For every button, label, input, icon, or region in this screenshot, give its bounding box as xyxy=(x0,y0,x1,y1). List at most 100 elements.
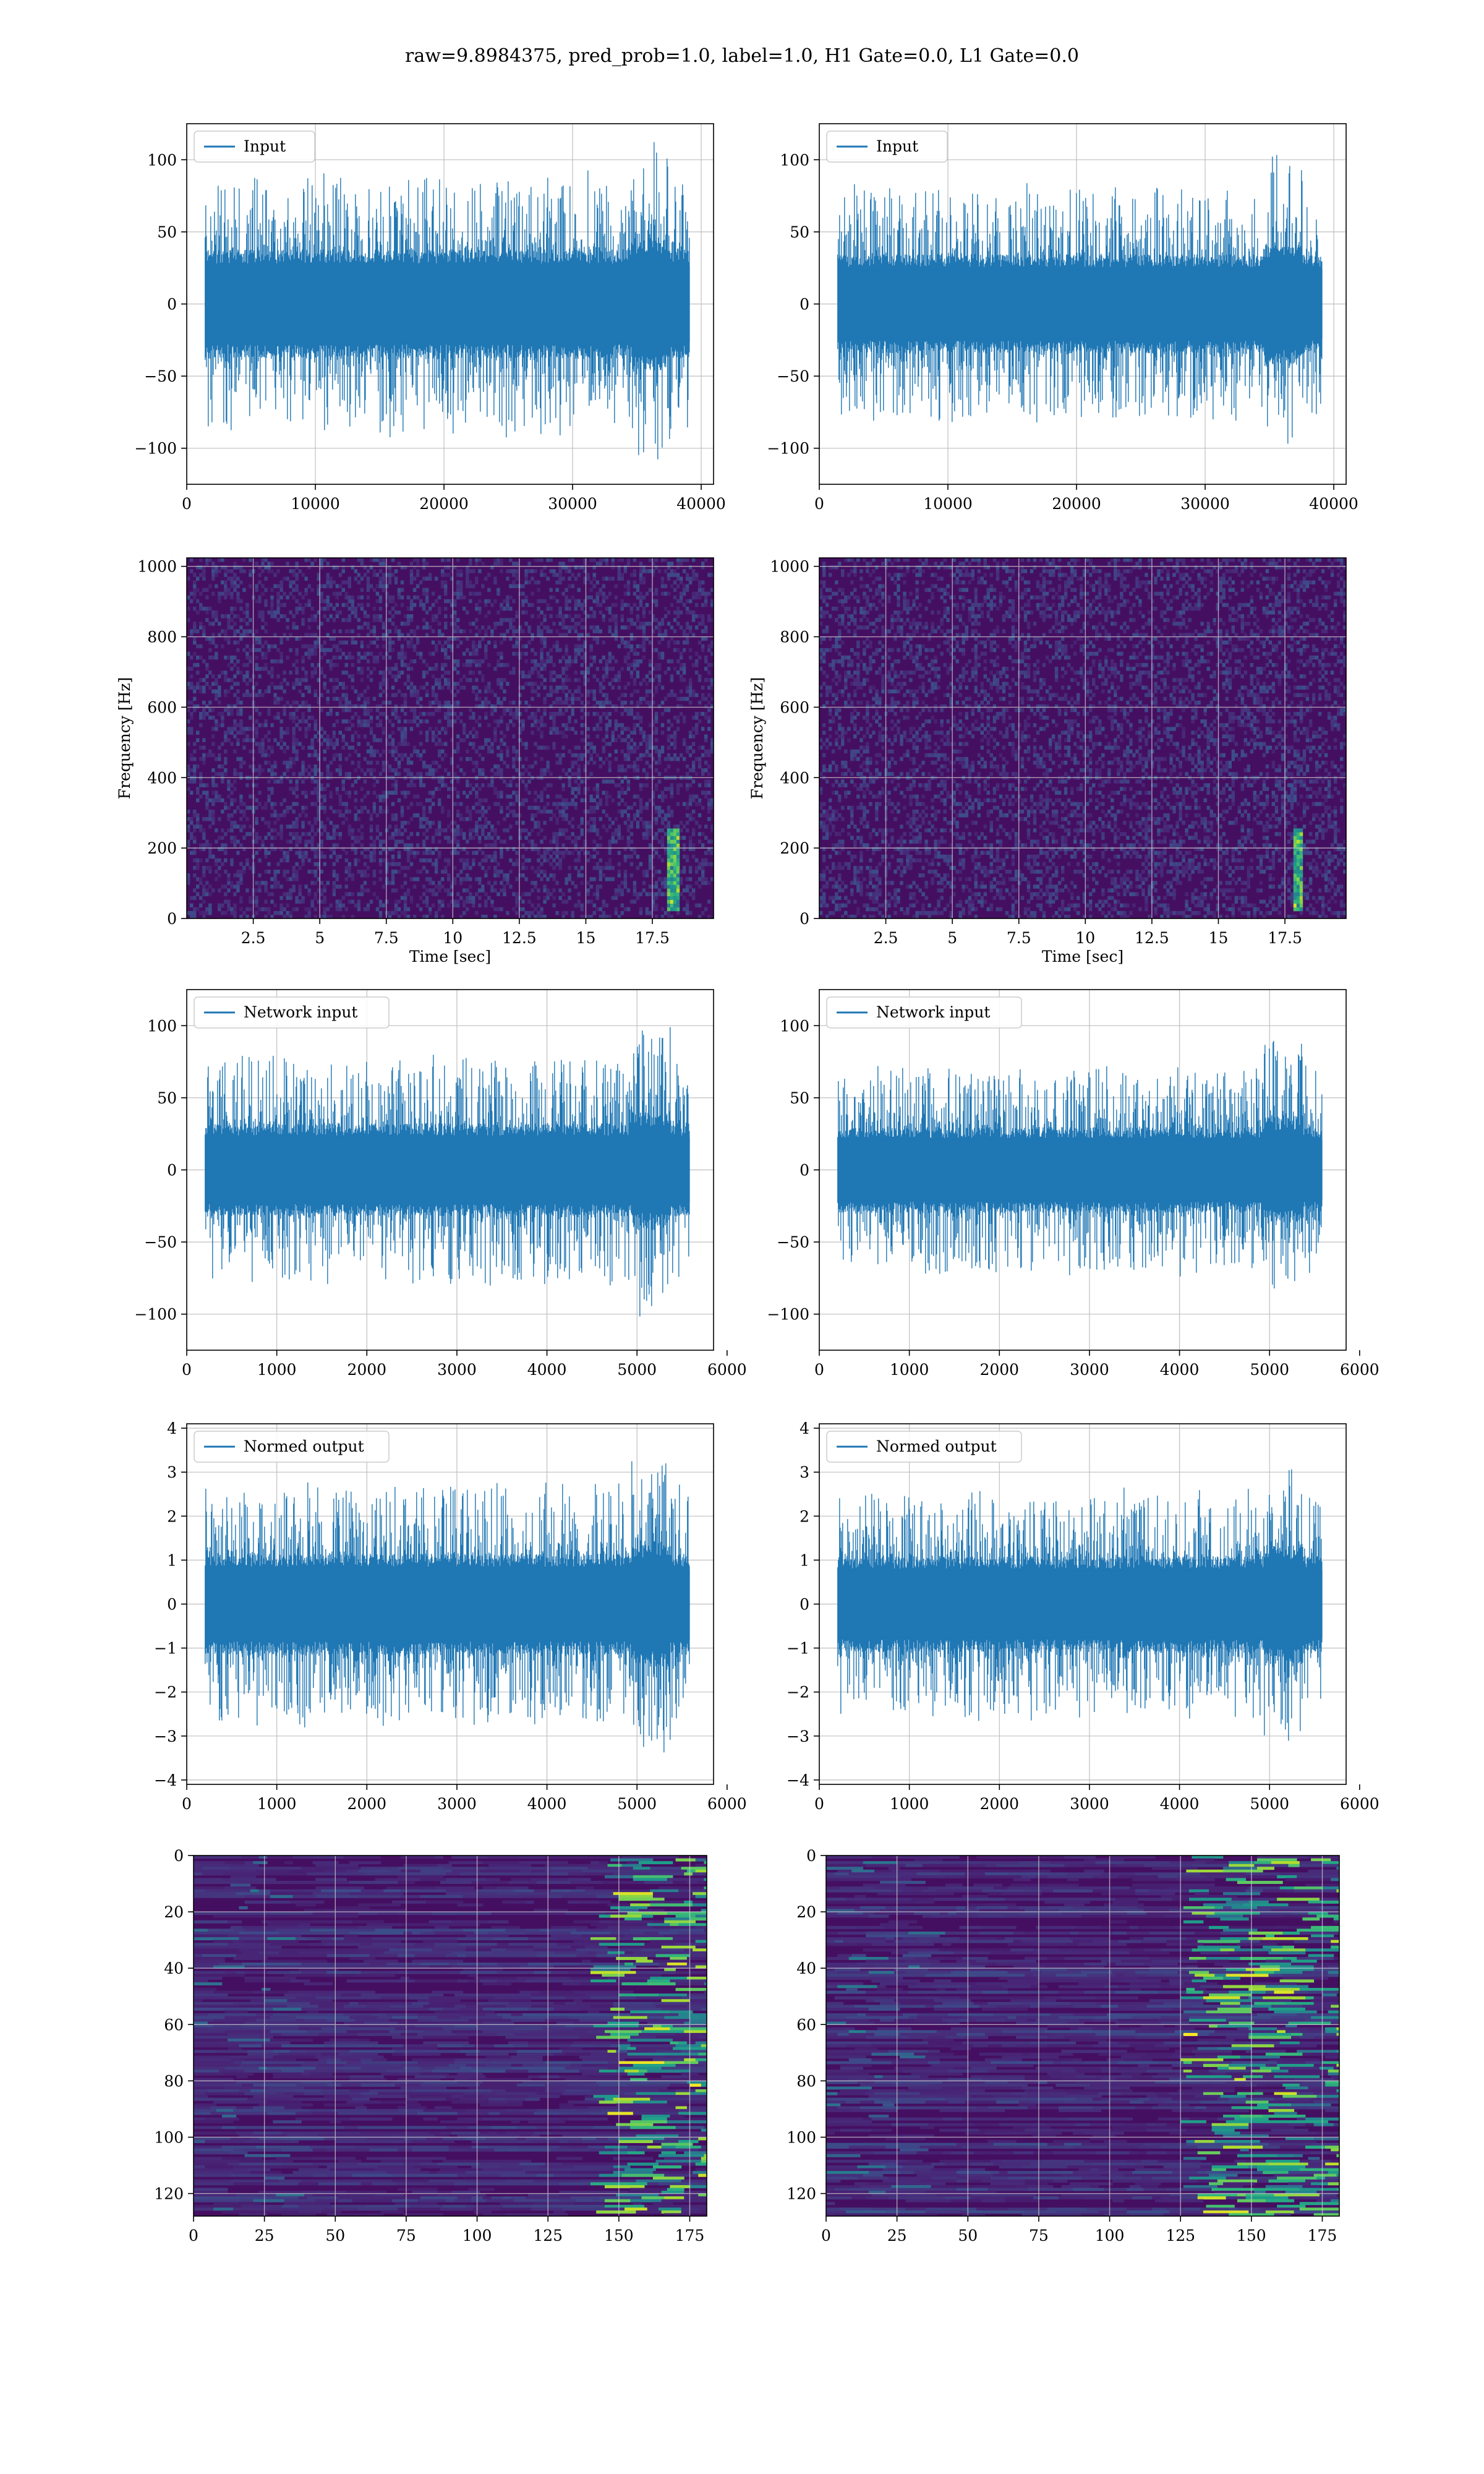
heatmap-cell xyxy=(320,783,323,787)
heatmap-cell xyxy=(484,854,488,859)
y-tick-label: 100 xyxy=(780,151,809,169)
heatmap-cell xyxy=(648,821,652,825)
heatmap-cell xyxy=(412,689,417,694)
heatmap-cell xyxy=(645,742,649,747)
heatmap-cell xyxy=(385,682,389,686)
heatmap-cell xyxy=(447,794,451,799)
heatmap-cell xyxy=(543,896,547,901)
heatmap-cell xyxy=(469,884,472,889)
heatmap-cell xyxy=(506,828,510,833)
heatmap-cell xyxy=(701,618,705,622)
heatmap-cell xyxy=(583,618,587,622)
heatmap-cell xyxy=(298,884,302,889)
heatmap-cell xyxy=(224,670,228,675)
heatmap-cell xyxy=(332,753,336,758)
heatmap-cell xyxy=(441,648,445,653)
heatmap-cell xyxy=(667,753,671,758)
heatmap-cell xyxy=(187,768,190,773)
heatmap-cell xyxy=(348,824,352,829)
heatmap-cell xyxy=(657,839,662,844)
heatmap-cell xyxy=(623,756,628,761)
heatmap-cell xyxy=(466,817,469,821)
heatmap-cell xyxy=(227,805,231,810)
heatmap-cell xyxy=(651,798,655,803)
heatmap-cell xyxy=(602,779,606,784)
heatmap-cell xyxy=(558,674,562,678)
heatmap-cell xyxy=(651,618,655,622)
heatmap-cell xyxy=(258,648,262,653)
heatmap-cell xyxy=(500,888,503,892)
heatmap-cell xyxy=(388,881,392,885)
heatmap-cell xyxy=(478,881,482,885)
heatmap-cell xyxy=(484,817,488,821)
heatmap-cell xyxy=(663,670,668,675)
heatmap-cell xyxy=(292,625,296,630)
heatmap-cell xyxy=(286,682,289,686)
heatmap-cell xyxy=(657,674,662,678)
heatmap-cell xyxy=(657,877,662,881)
heatmap-cell xyxy=(224,730,228,735)
heatmap-cell xyxy=(313,896,317,901)
heatmap-cell xyxy=(434,910,438,915)
heatmap-cell xyxy=(447,700,451,705)
heatmap-cell xyxy=(524,836,528,840)
heatmap-cell xyxy=(459,877,463,881)
heatmap-cell xyxy=(568,873,571,878)
heatmap-cell xyxy=(366,644,370,649)
heatmap-cell xyxy=(369,854,373,859)
heatmap-cell xyxy=(614,723,618,727)
heatmap-cell xyxy=(233,892,237,896)
heatmap-cell xyxy=(639,659,643,664)
heatmap-cell xyxy=(663,850,668,855)
heatmap-cell xyxy=(682,648,686,653)
heatmap-cell xyxy=(403,719,407,724)
heatmap-cell xyxy=(351,828,355,833)
heatmap-cell xyxy=(667,610,671,615)
heatmap-cell xyxy=(549,704,553,709)
heatmap-cell xyxy=(682,670,686,675)
heatmap-cell xyxy=(403,828,407,833)
heatmap-cell xyxy=(400,753,404,758)
heatmap-cell xyxy=(313,907,317,912)
heatmap-cell xyxy=(313,644,317,649)
heatmap-cell xyxy=(215,655,218,660)
heatmap-cell xyxy=(524,787,528,791)
heatmap-cell xyxy=(357,734,361,738)
heatmap-cell xyxy=(592,910,596,915)
heatmap-cell xyxy=(660,618,665,622)
heatmap-cell xyxy=(657,892,662,896)
heatmap-cell xyxy=(456,629,460,633)
heatmap-cell xyxy=(472,768,475,773)
heatmap-cell xyxy=(233,787,237,791)
heatmap-cell xyxy=(469,708,472,713)
heatmap-cell xyxy=(648,659,652,664)
heatmap-cell xyxy=(506,753,510,758)
heatmap-cell xyxy=(438,640,441,645)
heatmap-cell xyxy=(245,629,249,633)
heatmap-cell xyxy=(215,727,218,731)
heatmap-cell xyxy=(230,618,234,622)
heatmap-cell xyxy=(592,847,596,852)
heatmap-cell xyxy=(422,760,426,765)
heatmap-cell xyxy=(245,727,249,731)
heatmap-cell xyxy=(360,843,364,847)
heatmap-cell xyxy=(707,678,711,682)
heatmap-cell xyxy=(332,836,336,840)
heatmap-cell xyxy=(676,847,680,852)
heatmap-cell xyxy=(422,674,426,678)
heatmap-cell xyxy=(366,622,370,626)
heatmap-cell xyxy=(255,667,258,671)
heatmap-cell xyxy=(636,723,640,727)
heatmap-cell xyxy=(409,817,414,821)
heatmap-cell xyxy=(701,877,705,881)
heatmap-cell xyxy=(323,910,326,915)
heatmap-cell xyxy=(258,614,262,618)
heatmap-cell xyxy=(534,689,537,694)
heatmap-cell xyxy=(667,896,671,901)
heatmap-cell xyxy=(187,667,190,671)
heatmap-cell xyxy=(663,813,668,818)
heatmap-cell xyxy=(354,805,358,810)
heatmap-cell xyxy=(369,640,373,645)
heatmap-cell xyxy=(199,745,203,750)
heatmap-cell xyxy=(425,899,429,904)
